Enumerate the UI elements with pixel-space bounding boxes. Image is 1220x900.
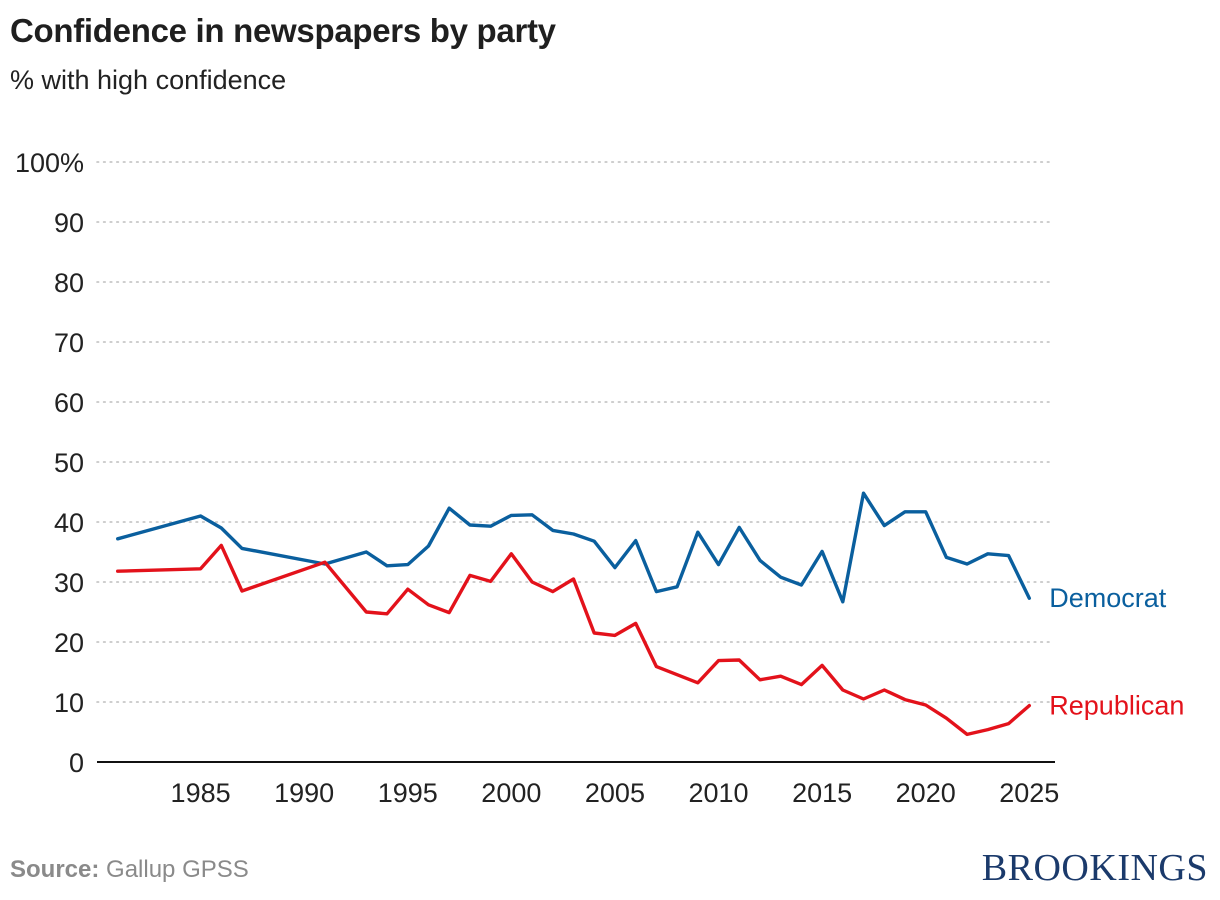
x-tick-label: 2010	[688, 778, 748, 808]
y-tick-label: 10	[54, 688, 84, 718]
x-tick-label: 2000	[481, 778, 541, 808]
y-tick-label: 20	[54, 628, 84, 658]
x-tick-label: 2025	[999, 778, 1059, 808]
series-labels: Democrat Republican	[1049, 583, 1184, 720]
x-tick-label: 2020	[896, 778, 956, 808]
y-tick-label: 30	[54, 568, 84, 598]
x-tick-label: 1990	[274, 778, 334, 808]
x-tick-label: 1985	[171, 778, 231, 808]
y-tick-label: 50	[54, 448, 84, 478]
x-tick-label: 2015	[792, 778, 852, 808]
series-label-republican: Republican	[1049, 691, 1184, 721]
y-tick-label: 60	[54, 388, 84, 418]
source-note: Source: Gallup GPSS	[10, 856, 249, 884]
y-axis: 0 10 20 30 40 50 60 70 80 90 100%	[15, 148, 84, 778]
chart-subtitle: % with high confidence	[10, 65, 287, 95]
source-label: Source:	[10, 856, 100, 883]
series-line-democrat	[115, 491, 1032, 604]
x-tick-label: 2005	[585, 778, 645, 808]
series-line-republican	[115, 543, 1032, 737]
y-tick-label: 90	[54, 208, 84, 238]
brand-logo: BROOKINGS	[981, 847, 1208, 889]
y-tick-label: 0	[69, 748, 84, 778]
x-tick-label: 1995	[378, 778, 438, 808]
y-tick-label: 70	[54, 328, 84, 358]
series-label-democrat: Democrat	[1049, 583, 1167, 613]
y-tick-label: 80	[54, 268, 84, 298]
y-tick-label: 40	[54, 508, 84, 538]
y-tick-label: 100%	[15, 148, 84, 178]
source-text: Gallup GPSS	[106, 856, 249, 883]
x-axis: 1985 1990 1995 2000 2005 2010 2015 2020 2025	[97, 761, 1059, 808]
chart-title: Confidence in newspapers by party	[10, 12, 556, 49]
gridlines	[96, 161, 1051, 703]
series-lines	[115, 491, 1032, 737]
